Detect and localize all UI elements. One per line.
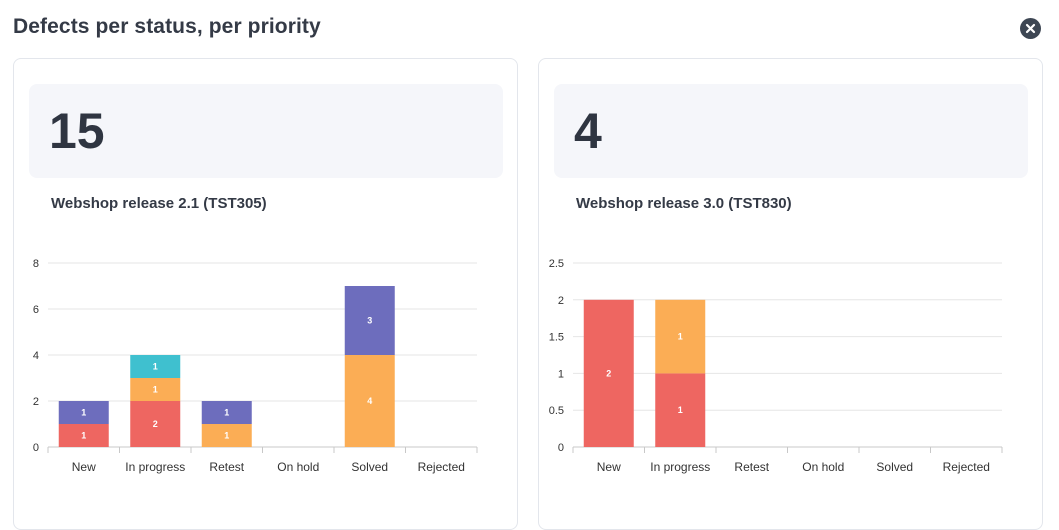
bar-segment-value-label: 4 [367,396,372,406]
bar-segment[interactable] [344,286,395,355]
y-tick-label: 6 [33,304,39,316]
bar-segment-value-label: 1 [224,408,229,418]
y-tick-label: 8 [33,258,39,270]
bar-segment-value-label: 2 [606,368,611,378]
bar-segment[interactable] [344,355,395,447]
defect-count-value: 15 [49,103,105,159]
x-category-label: New [597,460,621,474]
bar-segment[interactable] [655,299,706,374]
y-tick-label: 1.5 [549,332,564,344]
bar-segment[interactable] [201,424,252,447]
bar-segment[interactable] [655,373,706,447]
bar-segment-value-label: 3 [367,316,372,326]
bar-segment-value-label: 1 [153,385,158,395]
x-category-label: On hold [802,460,844,474]
y-tick-label: 1 [558,368,564,380]
y-tick-label: 2 [33,396,39,408]
x-category-label: In progress [650,460,710,474]
bar-segment[interactable] [58,401,109,424]
x-category-label: Retest [734,460,769,474]
x-category-label: Retest [209,460,244,474]
bar-segment-value-label: 1 [224,431,229,441]
x-category-label: New [72,460,96,474]
x-category-label: In progress [125,460,185,474]
bar-segment[interactable] [201,401,252,424]
defect-count-card: 15 [29,84,503,178]
x-category-label: On hold [277,460,319,474]
bar-segment-value-label: 1 [81,431,86,441]
bar-segment-value-label: 1 [81,408,86,418]
defects-chart-tst305: 0 2 4 6 8 New In progress Retest On hold Solved Re… [33,258,478,474]
release-name: Webshop release 2.1 (TST305) [51,195,267,212]
x-category-label: Solved [351,460,388,474]
bar-segment[interactable] [130,378,181,401]
defects-chart-tst830: 0 0.5 1 1.5 2 2.5 New In progress Retest On hold S… [549,258,1003,474]
bar-segment[interactable] [130,401,181,447]
y-tick-label: 2.5 [549,258,564,270]
release-panel-tst305: 15 Webshop release 2.1 (TST305) 0 2 4 6 8 New… [13,58,518,530]
defect-count-value: 4 [574,103,602,159]
bar-segment-value-label: 1 [153,362,158,372]
release-panel-tst830: 4 Webshop release 3.0 (TST830) 0 0.5 1 1.5 2… [538,58,1043,530]
bar-segment-value-label: 1 [678,332,683,342]
y-tick-label: 2 [558,295,564,307]
y-tick-label: 0 [558,442,564,454]
release-name: Webshop release 3.0 (TST830) [576,195,792,212]
bar-segment[interactable] [130,355,181,378]
y-tick-label: 0 [33,442,39,454]
defect-count-card: 4 [554,84,1028,178]
y-tick-label: 4 [33,350,39,362]
close-icon[interactable] [1020,18,1041,39]
x-category-label: Rejected [418,460,465,474]
bar-segment[interactable] [583,299,634,447]
bar-segment-value-label: 2 [153,419,158,429]
x-category-label: Solved [876,460,913,474]
page-title: Defects per status, per priority [13,15,321,38]
y-tick-label: 0.5 [549,405,564,417]
bar-segment-value-label: 1 [678,405,683,415]
x-category-label: Rejected [943,460,990,474]
bar-segment[interactable] [58,424,109,447]
